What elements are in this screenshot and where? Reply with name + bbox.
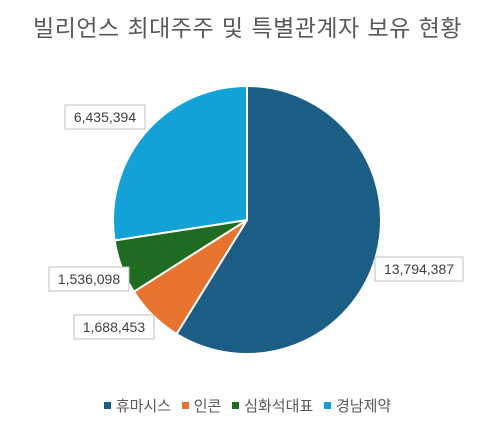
data-label-box-1 xyxy=(73,314,155,340)
data-label-3: 6,435,394 xyxy=(74,109,136,125)
legend-swatch-0 xyxy=(103,402,111,409)
data-label-0: 13,794,387 xyxy=(384,261,454,277)
pie-slices xyxy=(112,84,382,355)
legend-label-0: 휴마시스 xyxy=(115,397,172,415)
chart-title: 빌리언스 최대주주 및 특별관계자 보유 현황 xyxy=(33,16,462,42)
legend-label-2: 심화석대표 xyxy=(244,397,314,415)
legend: 휴마시스 인콘 심화석대표 경남제약 xyxy=(0,395,495,416)
legend-swatch-2 xyxy=(232,402,240,409)
legend-item-1: 인콘 xyxy=(181,395,222,416)
legend-swatch-3 xyxy=(323,402,331,409)
legend-item-3: 경남제약 xyxy=(323,395,392,416)
data-label-2: 1,536,098 xyxy=(58,271,120,287)
pie-slice-3 xyxy=(112,84,248,242)
legend-swatch-1 xyxy=(181,402,189,409)
legend-item-0: 휴마시스 xyxy=(103,395,172,416)
legend-label-3: 경남제약 xyxy=(335,397,392,415)
data-label-box-3 xyxy=(64,104,146,130)
data-label-box-0 xyxy=(374,256,464,282)
legend-label-1: 인콘 xyxy=(193,397,222,415)
data-label-1: 1,688,453 xyxy=(83,319,145,335)
data-label-box-2 xyxy=(48,266,130,292)
legend-item-2: 심화석대표 xyxy=(232,395,313,416)
data-labels: 13,794,387 1,688,453 1,536,098 6,435,394 xyxy=(48,104,464,340)
